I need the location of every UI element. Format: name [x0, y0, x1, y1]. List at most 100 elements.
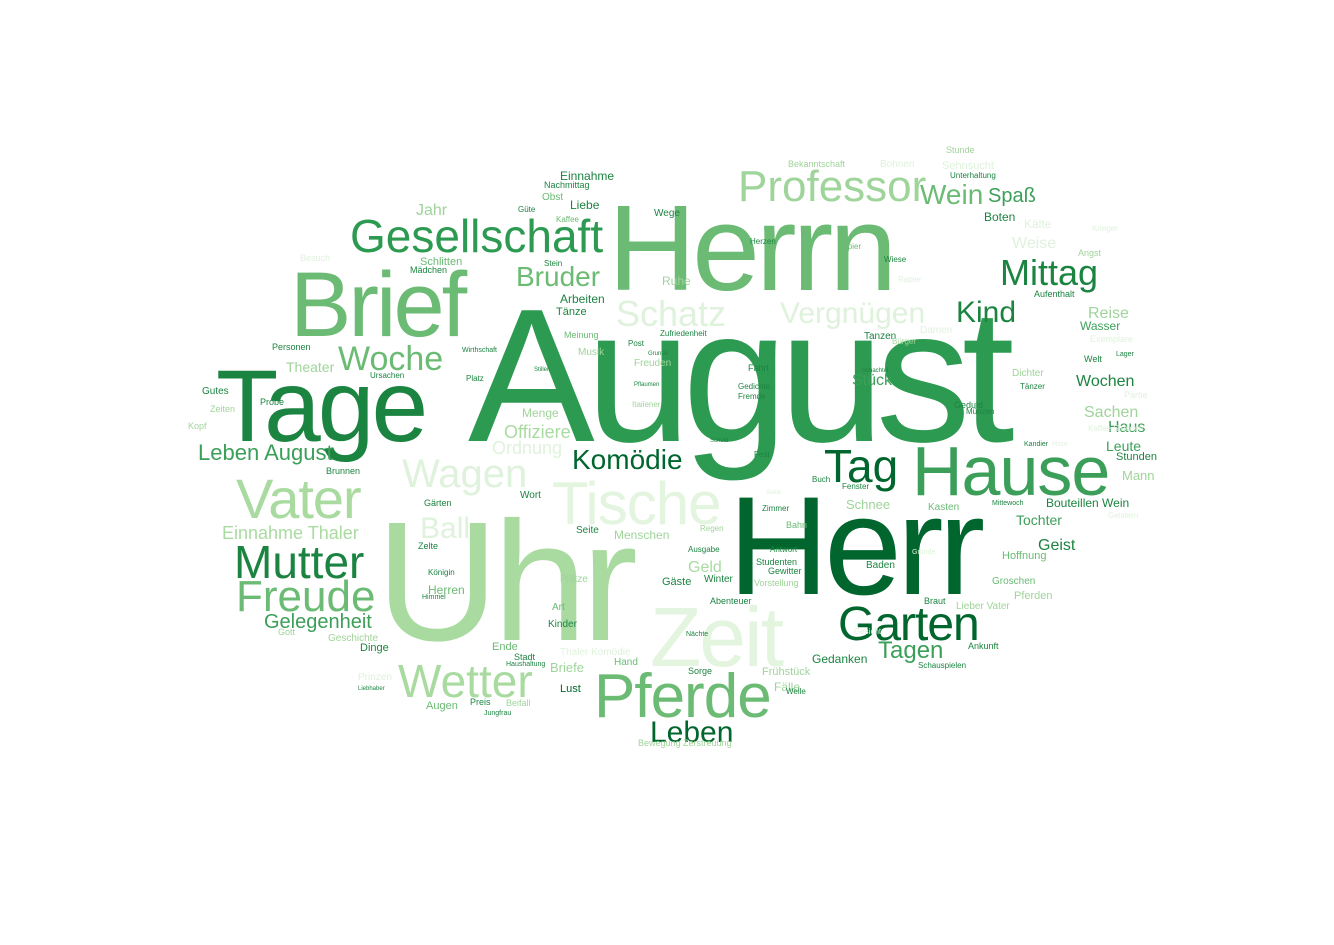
cloud-word: Schatz [616, 293, 726, 334]
cloud-word: Kinder [548, 619, 578, 630]
cloud-word: Mann [1122, 468, 1155, 483]
cloud-word: Liebhaber [358, 686, 385, 692]
cloud-word: Kaffee [556, 215, 580, 224]
cloud-word: Königin [428, 568, 455, 577]
cloud-word: Meinung [564, 330, 599, 340]
cloud-word: Besuch [300, 253, 330, 263]
cloud-word: Obst [542, 192, 563, 203]
cloud-word: Himmel [422, 594, 446, 601]
cloud-word: Abenteuer [710, 596, 752, 606]
cloud-word: Lager [1116, 351, 1135, 358]
cloud-word: Mittag [1000, 252, 1098, 293]
cloud-word: Exemplare [1090, 334, 1133, 344]
cloud-word: Tanzen [864, 331, 896, 342]
cloud-word: Gewitter [768, 566, 802, 576]
cloud-word: Probe [260, 397, 284, 407]
cloud-word: Pflaumen [634, 382, 659, 388]
cloud-word: Komödie [572, 444, 683, 475]
cloud-word: Kasten [928, 502, 959, 513]
cloud-word: Mutter [234, 536, 364, 588]
cloud-word: Regen [700, 524, 724, 533]
cloud-word: Gärten [424, 498, 452, 508]
cloud-word: Uhr [376, 487, 635, 677]
cloud-word: Boten [984, 210, 1015, 224]
cloud-word: Wirthschaft [462, 347, 497, 354]
cloud-word: Partie [1124, 390, 1148, 400]
cloud-word: Bouteillen Wein [1046, 496, 1129, 510]
cloud-word: Gesicht [854, 627, 882, 636]
cloud-word: Vergnügen [780, 297, 925, 330]
cloud-word: Stadt [514, 652, 536, 662]
cloud-word: Post [628, 339, 645, 348]
cloud-word: Groschen [992, 576, 1035, 587]
cloud-word: Freude [236, 572, 375, 621]
cloud-word: Stein [544, 259, 562, 268]
cloud-word: Lieber Vater [956, 601, 1010, 612]
cloud-word: Stunde [946, 145, 975, 155]
cloud-word: Bürger [892, 337, 916, 346]
cloud-word: Fälle [774, 680, 800, 694]
cloud-word: Nachmittag [544, 180, 590, 190]
cloud-word: Ursachen [370, 371, 404, 380]
cloud-word: Gedichte [738, 382, 771, 391]
cloud-word: Gesellschaft [350, 210, 603, 262]
cloud-word: Geistern [1108, 511, 1138, 520]
cloud-word: Welle [786, 687, 806, 696]
cloud-word: Leben August [198, 440, 333, 465]
cloud-word: Wein [920, 179, 983, 210]
cloud-word: Vorstellung [754, 578, 799, 588]
cloud-word: Kandier [1024, 441, 1049, 448]
cloud-word: Rapier [898, 275, 922, 284]
cloud-word: Platz [466, 374, 484, 383]
cloud-word: Dinge [360, 642, 389, 654]
cloud-word: Freuden [634, 358, 671, 369]
cloud-word: Wege [654, 208, 680, 219]
cloud-word: Tage [216, 349, 425, 463]
cloud-word: Mittewoch [992, 500, 1024, 507]
cloud-word: Theater [286, 359, 335, 375]
cloud-word: Leben [650, 716, 733, 749]
cloud-word: Kälte [1024, 217, 1052, 231]
cloud-word: Unterhaltung [950, 171, 996, 180]
cloud-word: Liebe [570, 198, 600, 212]
cloud-word: Jahr [416, 202, 448, 219]
cloud-word: Sorge [688, 666, 712, 676]
cloud-word: Kopf [188, 421, 207, 431]
cloud-word: Ball [420, 512, 470, 545]
cloud-word: Tische [552, 470, 721, 537]
cloud-word: Seite [576, 525, 599, 536]
cloud-word: Buch [812, 475, 830, 484]
cloud-word: Fenster [842, 482, 869, 491]
cloud-word: Papier [838, 242, 861, 251]
cloud-word: Pferden [1014, 590, 1053, 602]
cloud-word: Nächte [686, 631, 708, 638]
cloud-word: Fremde [738, 392, 766, 401]
cloud-word: Briefe [550, 660, 584, 675]
cloud-word: Spaß [988, 185, 1036, 207]
cloud-word: Woche [338, 340, 443, 378]
cloud-word: Professor [738, 162, 926, 211]
cloud-word: Gutes [202, 386, 229, 397]
cloud-word: Tagen [878, 637, 943, 664]
cloud-word: Tänzer [1020, 382, 1045, 391]
cloud-word: Einnahme [560, 169, 614, 183]
cloud-word: Wagen [402, 452, 527, 496]
cloud-word: Vater [236, 467, 361, 530]
cloud-word: Sachen [1084, 404, 1138, 421]
cloud-word: Pferde [594, 662, 771, 731]
cloud-word: Reise [1088, 305, 1129, 322]
cloud-word: Bahn [786, 520, 807, 530]
cloud-word: Plätze [560, 574, 588, 585]
cloud-word: Herrn [608, 180, 893, 316]
cloud-word: Herr [728, 467, 984, 624]
cloud-word: Ordnung [492, 438, 562, 458]
cloud-word: Thaler Komödie [560, 647, 631, 658]
cloud-word: Hand [614, 657, 638, 668]
cloud-word: Zeiten [210, 404, 235, 414]
cloud-word: Welt [1084, 354, 1102, 364]
cloud-word: Stelle [766, 490, 782, 496]
cloud-word: Jungfrau [484, 710, 511, 717]
cloud-word: Baden [866, 560, 895, 571]
cloud-word: Geist [1038, 537, 1076, 554]
